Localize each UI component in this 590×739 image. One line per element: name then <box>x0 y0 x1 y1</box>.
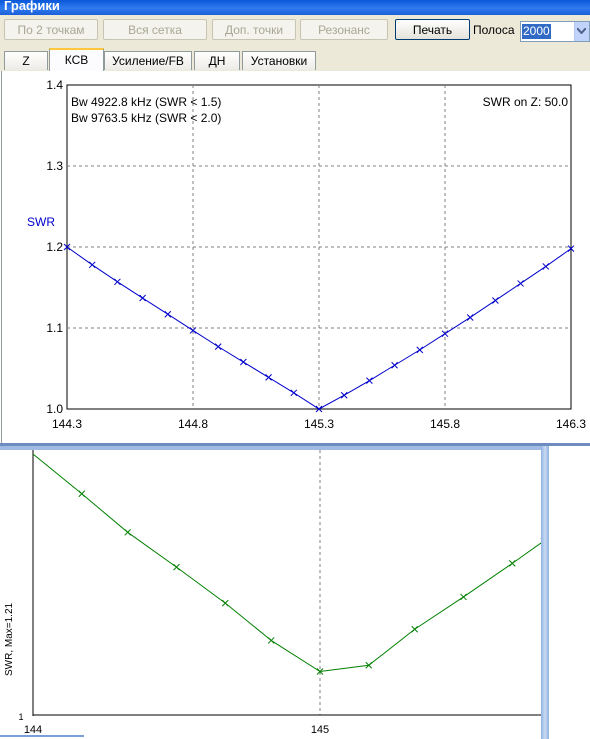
x-tick-label: 145.8 <box>430 417 460 431</box>
data-point-marker <box>88 261 96 269</box>
data-point-marker <box>411 625 419 633</box>
toolbar: По 2 точкам Вся сетка Доп. точки Резонан… <box>0 15 590 46</box>
x-tick-label: 144.8 <box>178 417 208 431</box>
extra-points-button[interactable]: Доп. точки <box>212 19 296 40</box>
tab-strip: Z КСВ Усиление/FB ДН Установки <box>0 46 590 71</box>
title-bar: Графики <box>0 0 590 15</box>
data-point-marker <box>267 637 275 644</box>
tab-z[interactable]: Z <box>4 51 48 70</box>
x-tick-label: 144 <box>24 724 42 736</box>
window-frame-bottom <box>0 735 84 737</box>
data-point-marker <box>63 243 71 251</box>
series <box>63 243 575 413</box>
y-tick-label: 1.2 <box>46 240 63 254</box>
window-title: Графики <box>4 0 60 13</box>
data-point-marker <box>240 358 247 366</box>
y-tick-label: 1 <box>18 712 23 722</box>
y-axis-label: SWR <box>27 215 55 229</box>
x-tick-labels: 144.3 144.8 145.3 145.8 146.3 <box>52 417 586 431</box>
data-point-marker <box>124 528 132 536</box>
data-point-marker <box>265 374 272 381</box>
window-border <box>0 443 590 446</box>
series <box>32 453 541 675</box>
data-point-marker <box>189 327 197 334</box>
data-point-marker <box>114 278 121 286</box>
data-point-marker <box>315 405 323 413</box>
x-tick-label: 144.3 <box>52 417 82 431</box>
data-point-marker <box>365 661 373 669</box>
data-point-marker <box>214 343 222 350</box>
window-frame-right <box>541 446 549 739</box>
bandwidth-annotation-1: Bw 4922.8 kHz (SWR < 1.5) <box>71 95 221 109</box>
x-tick-label: 145.3 <box>304 417 334 431</box>
band-value: 2000 <box>522 24 551 39</box>
tab-settings[interactable]: Установки <box>242 51 316 70</box>
x-tick-label: 145 <box>311 724 329 736</box>
graphs-window: Графики По 2 точкам Вся сетка Доп. точки… <box>0 0 590 446</box>
y-tick-labels: 1 <box>18 712 23 722</box>
x-tick-label: 146.3 <box>556 417 586 431</box>
data-point-marker <box>441 330 449 338</box>
x-tick-labels: 144 145 <box>24 724 329 736</box>
tab-swr[interactable]: КСВ <box>49 48 104 71</box>
print-button[interactable]: Печать <box>395 19 470 40</box>
data-point-marker <box>517 280 524 287</box>
bandwidth-annotation-2: Bw 9763.5 kHz (SWR < 2.0) <box>71 111 221 125</box>
data-point-marker <box>164 310 172 318</box>
data-point-marker <box>173 563 180 571</box>
data-point-marker <box>391 361 398 369</box>
swr-plot-panel: 144.3 144.8 145.3 145.8 146.3 1.0 1.1 1.2 1.3 1.… <box>1 71 590 443</box>
data-point-marker <box>78 490 86 498</box>
secondary-chart-window: 144 145 1 SWR, Max=1.21 <box>0 446 590 739</box>
two-points-button[interactable]: По 2 точкам <box>4 19 98 40</box>
grid-lines <box>67 85 571 409</box>
y-tick-label: 1.3 <box>46 159 63 173</box>
data-point-marker <box>139 294 146 302</box>
data-point-marker <box>316 668 324 675</box>
data-point-marker <box>460 593 467 601</box>
y-axis-label: SWR, Max=1.21 <box>4 602 15 676</box>
band-label: Полоса <box>473 23 515 37</box>
background <box>549 446 590 739</box>
chevron-down-icon[interactable] <box>574 22 589 41</box>
swr-chart: 144.3 144.8 145.3 145.8 146.3 1.01.11.21.31.… <box>27 78 586 431</box>
whole-grid-button[interactable]: Вся сетка <box>103 19 207 40</box>
data-point-marker <box>508 560 516 567</box>
data-point-marker <box>416 346 424 354</box>
data-point-marker <box>340 391 348 399</box>
y-tick-label: 1.4 <box>46 78 63 92</box>
swr-on-z-annotation: SWR on Z: 50.0 <box>483 95 569 109</box>
band-select[interactable]: 2000 <box>520 21 590 42</box>
window-frame-top <box>0 446 549 450</box>
y-tick-label: 1.0 <box>46 402 63 416</box>
data-point-marker <box>492 297 499 304</box>
y-tick-labels: 1.0 1.1 1.2 1.3 1.4 <box>46 78 63 416</box>
swr-line <box>32 453 541 673</box>
data-point-marker <box>366 377 373 385</box>
data-point-marker <box>221 599 229 607</box>
data-point-marker <box>290 389 298 397</box>
data-point-marker <box>567 245 575 252</box>
tab-gain-fb[interactable]: Усиление/FB <box>104 51 192 70</box>
y-tick-label: 1.1 <box>46 321 63 335</box>
tab-pattern[interactable]: ДН <box>194 51 240 70</box>
data-point-marker <box>542 263 550 270</box>
data-point-marker <box>466 314 474 321</box>
resonance-button[interactable]: Резонанс <box>300 19 388 40</box>
swr-max-chart: 144 145 1 SWR, Max=1.21 <box>4 450 541 736</box>
